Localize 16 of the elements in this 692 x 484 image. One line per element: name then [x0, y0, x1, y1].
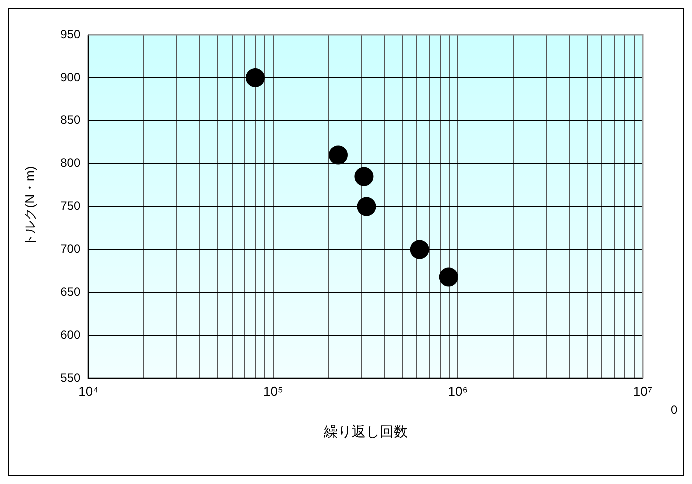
- x-tick-label: 10⁷: [633, 384, 653, 399]
- y-tick-label: 750: [60, 199, 81, 214]
- y-tick-label: 900: [60, 70, 81, 84]
- y-tick-label: 950: [60, 27, 81, 42]
- y-tick-label: 550: [60, 370, 81, 385]
- y-tick-label: 800: [60, 156, 81, 170]
- y-tick-label: 850: [60, 113, 81, 128]
- y-tick-label: 600: [60, 328, 81, 342]
- x-axis-title: 繰り返し回数: [322, 423, 408, 440]
- x-tick-label: 10⁴: [78, 384, 99, 399]
- y-tick-label: 700: [60, 242, 81, 256]
- x-tick-label: 10⁵: [263, 384, 284, 399]
- text: 0: [671, 402, 678, 417]
- y-axis-title: トルク(N・m): [22, 166, 38, 248]
- x-tick-label: 10⁶: [448, 384, 468, 399]
- y-tick-label: 650: [60, 285, 81, 300]
